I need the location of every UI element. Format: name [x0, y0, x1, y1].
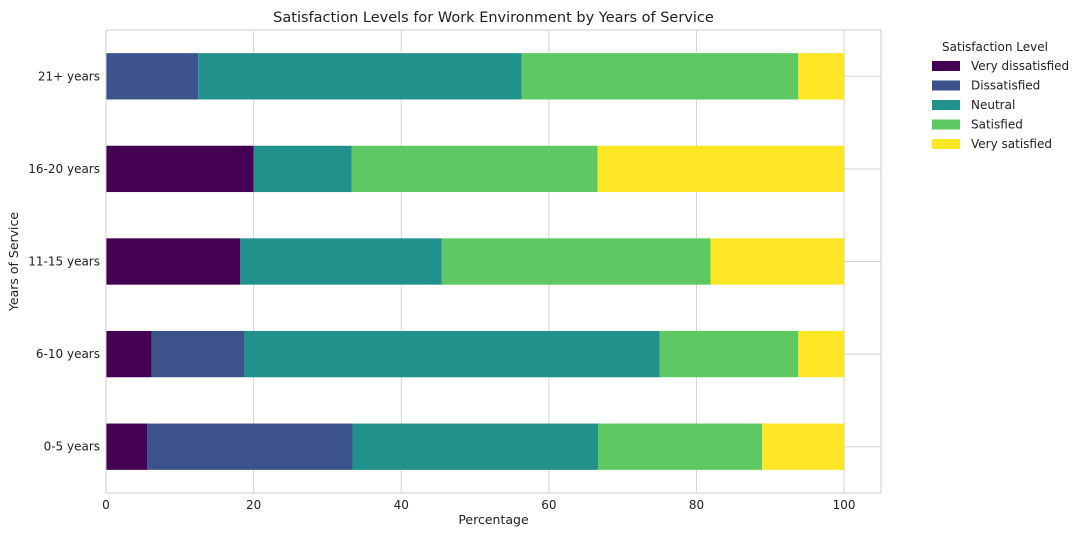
y-axis: 0-5 years 6-10 years 11-15 years 16-20 year…	[28, 69, 100, 453]
y-tick-label: 6-10 years	[36, 347, 100, 361]
bar-segment	[798, 53, 845, 100]
y-tick-label: 11-15 years	[28, 255, 100, 269]
bars	[106, 53, 845, 470]
bar-segment	[151, 330, 245, 378]
bar-segment	[441, 238, 711, 285]
bar-segment	[106, 330, 152, 378]
legend: Satisfaction Level Very dissatisfied Diss…	[932, 40, 1069, 151]
chart-title: Satisfaction Levels for Work Environment…	[273, 10, 714, 26]
bar-segment	[244, 330, 660, 378]
bar-segment	[106, 423, 148, 470]
legend-swatch	[932, 119, 960, 130]
legend-entry-label: Neutral	[971, 98, 1015, 112]
x-tick-label: 0	[102, 498, 110, 512]
y-axis-label: Years of Service	[6, 212, 21, 312]
y-tick-label: 0-5 years	[44, 440, 100, 454]
bar-segment	[798, 330, 845, 378]
bar-segment	[352, 423, 599, 470]
legend-swatch	[932, 139, 960, 149]
legend-swatch	[932, 61, 960, 71]
bar-segment	[710, 238, 845, 285]
x-tick-label: 60	[541, 498, 556, 512]
bar-segment	[106, 238, 241, 285]
bar-segment	[240, 238, 442, 285]
legend-title: Satisfaction Level	[942, 40, 1048, 54]
legend-swatch	[932, 80, 960, 91]
bar-segment	[521, 53, 799, 100]
legend-swatch	[932, 100, 960, 110]
bar-segment	[598, 423, 763, 470]
x-tick-label: 100	[833, 498, 856, 512]
bar-segment	[351, 145, 598, 193]
legend-entry-label: Very dissatisfied	[971, 59, 1069, 73]
bar-segment	[597, 145, 845, 193]
x-axis-label: Percentage	[458, 512, 529, 527]
x-tick-label: 80	[689, 498, 704, 512]
plot-border	[105, 29, 882, 494]
bar-segment	[147, 423, 353, 470]
x-axis: 0 20 40 60 80 100	[102, 498, 855, 512]
plot-frame	[105, 29, 882, 494]
x-tick-label: 40	[394, 498, 409, 512]
bar-segment	[659, 330, 799, 378]
bar-segment	[106, 145, 254, 193]
legend-entry-label: Dissatisfied	[971, 79, 1040, 93]
y-tick-label: 21+ years	[38, 69, 100, 83]
legend-entry-label: Satisfied	[971, 118, 1023, 132]
x-tick-label: 20	[246, 498, 261, 512]
bar-segment	[762, 423, 845, 470]
y-tick-label: 16-20 years	[28, 162, 100, 176]
bar-segment	[198, 53, 522, 100]
bar-segment	[253, 145, 352, 193]
legend-entry-label: Very satisfied	[971, 137, 1052, 151]
bar-segment	[106, 53, 199, 100]
